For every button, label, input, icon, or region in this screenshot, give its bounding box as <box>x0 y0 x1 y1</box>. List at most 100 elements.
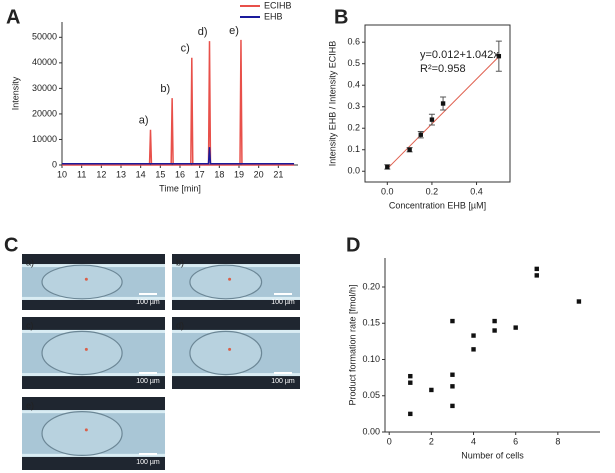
micrograph: a) 100 µm <box>22 254 165 310</box>
x-tick-label: 19 <box>234 169 244 179</box>
scale-label: 100 µm <box>271 378 295 385</box>
scale-label: 100 µm <box>136 459 160 466</box>
peak-label: b) <box>160 83 170 95</box>
micrograph: c) 100 µm <box>22 317 165 389</box>
x-tick-label: 0.0 <box>381 186 394 196</box>
panel-label: D <box>346 234 360 256</box>
y-tick-label: 0.4 <box>347 80 360 90</box>
point <box>576 299 582 304</box>
y-axis-label: Product formation rate [fmol/h] <box>347 284 357 405</box>
micrograph: b) 100 µm <box>172 254 300 310</box>
y-tick-label: 0.05 <box>362 390 380 400</box>
point <box>385 164 390 170</box>
point <box>534 273 539 278</box>
x-tick-label: 21 <box>273 169 283 179</box>
x-tick-label: 0.4 <box>470 186 483 196</box>
x-tick-label: 17 <box>195 169 205 179</box>
scale-label: 100 µm <box>136 299 160 306</box>
fit-line <box>386 56 500 170</box>
x-tick-label: 12 <box>96 169 106 179</box>
cell <box>84 428 88 432</box>
x-axis-label: Concentration EHB [µM] <box>389 200 486 210</box>
y-tick-label: 0.1 <box>347 144 360 154</box>
y-tick-label: 0.2 <box>347 123 360 133</box>
peak-label: d) <box>198 26 208 38</box>
point <box>450 372 455 377</box>
legend-label: ECIHB <box>264 0 292 10</box>
peak-label: e) <box>229 25 239 37</box>
micrograph-label: b) <box>176 257 184 267</box>
droplet <box>189 330 263 376</box>
droplet <box>41 264 123 300</box>
point <box>492 318 497 324</box>
y-tick-label: 0.20 <box>362 281 380 291</box>
channel-wall <box>172 373 300 377</box>
peak-label: c) <box>181 43 190 55</box>
cell <box>228 277 232 281</box>
point <box>450 318 455 324</box>
y-tick-label: 0.10 <box>362 354 380 364</box>
x-tick-label: 16 <box>175 169 185 179</box>
micrograph-label: c) <box>26 320 34 330</box>
y-tick-label: 20000 <box>32 108 57 118</box>
y-tick-label: 0.0 <box>347 166 360 176</box>
micrograph: d) 100 µm <box>172 317 300 389</box>
x-tick-label: 13 <box>116 169 126 179</box>
x-tick-label: 4 <box>471 436 476 446</box>
annotation: R²=0.958 <box>420 63 466 75</box>
x-tick-label: 14 <box>136 169 146 179</box>
panel-label: B <box>334 6 348 28</box>
point <box>408 380 413 385</box>
x-tick-label: 0 <box>387 436 392 446</box>
x-axis-label: Time [min] <box>159 183 201 193</box>
point <box>440 101 446 106</box>
y-tick-label: 0.5 <box>347 58 360 68</box>
droplet <box>189 264 263 300</box>
y-tick-label: 0.15 <box>362 318 380 328</box>
point <box>492 328 497 333</box>
point <box>408 373 413 379</box>
y-tick-label: 0.3 <box>347 101 360 111</box>
y-tick-label: 0.6 <box>347 37 360 47</box>
scale-label: 100 µm <box>271 299 295 306</box>
x-tick-label: 2 <box>429 436 434 446</box>
micrograph-label: a) <box>26 257 34 267</box>
line-series <box>62 147 295 165</box>
y-tick-label: 40000 <box>32 57 57 67</box>
x-tick-label: 18 <box>214 169 224 179</box>
channel-wall <box>172 329 300 333</box>
panel-label: C <box>4 234 18 256</box>
y-tick-label: 10000 <box>32 134 57 144</box>
y-tick-label: 0.00 <box>362 426 380 436</box>
y-tick-label: 50000 <box>32 32 57 42</box>
legend-label: EHB <box>264 11 283 21</box>
point <box>496 53 502 59</box>
x-tick-label: 10 <box>57 169 67 179</box>
x-tick-label: 6 <box>513 436 518 446</box>
cell <box>84 277 88 281</box>
panel-label: A <box>6 6 20 28</box>
point <box>534 266 539 272</box>
channel-wall <box>22 329 165 333</box>
cell <box>228 347 232 351</box>
y-axis-label: Intensity EHB / Intensity ECIHB <box>327 41 337 167</box>
droplet <box>41 411 123 457</box>
annotation: y=0.012+1.042x <box>420 49 499 61</box>
point <box>429 387 434 393</box>
x-tick-label: 11 <box>77 169 86 179</box>
line-series <box>62 39 295 166</box>
x-tick-label: 0.2 <box>426 186 439 196</box>
x-axis-label: Number of cells <box>461 450 524 460</box>
point <box>407 147 412 152</box>
cell <box>84 347 88 351</box>
channel-wall <box>22 373 165 377</box>
droplet <box>41 330 123 376</box>
x-tick-label: 20 <box>254 169 264 179</box>
point <box>418 132 423 137</box>
point <box>471 333 476 338</box>
x-tick-label: 15 <box>155 169 165 179</box>
y-tick-label: 30000 <box>32 83 57 93</box>
channel-wall <box>22 453 165 457</box>
peak-label: a) <box>139 115 149 127</box>
